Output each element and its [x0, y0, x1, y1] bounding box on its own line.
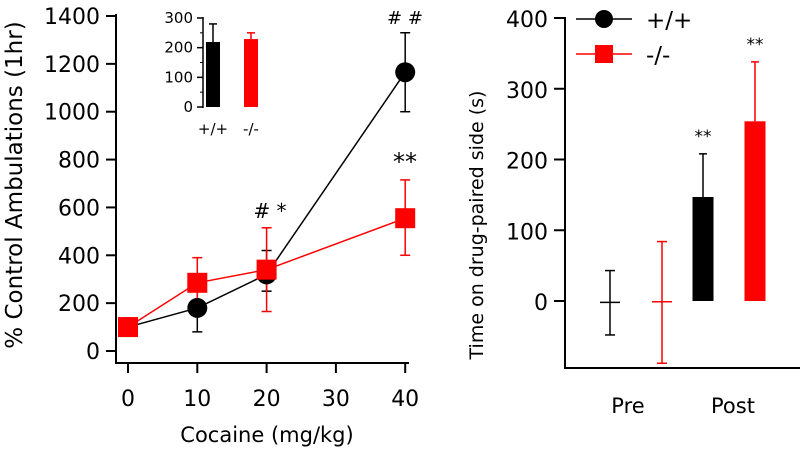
x-tick-label: 10	[183, 387, 211, 412]
y-tick-label: 0	[86, 340, 100, 365]
inset-y-tick-label: 0	[183, 98, 193, 116]
place-preference-chart: 0 100 200 300 400 ** ** Pre Post +/+ -/-	[506, 8, 800, 418]
y-tick-label: 1000	[44, 101, 100, 126]
inset-y-tick-label: 300	[164, 9, 193, 27]
y-tick-label: 800	[58, 149, 100, 174]
data-point-ko	[256, 259, 277, 280]
y-tick-label: 600	[58, 196, 100, 221]
legend-label: -/-	[646, 43, 670, 69]
category-label-post: Post	[711, 394, 755, 418]
left-x-axis-label: Cocaine (mg/kg)	[180, 423, 353, 447]
left-y-axis-label: % Control Ambulations (1hr)	[2, 21, 28, 348]
inset-category-label: -/-	[243, 120, 259, 138]
significance-annotation: # *	[253, 199, 286, 223]
legend-marker-circle	[595, 10, 613, 28]
inset-y-tick-label: 100	[164, 68, 193, 86]
data-point-ko	[118, 317, 138, 338]
post-bar-ko	[744, 121, 766, 301]
legend-label: +/+	[646, 8, 692, 34]
y-tick-label: 1400	[44, 5, 100, 30]
data-point-ko	[395, 208, 416, 229]
y-tick-label: 0	[534, 291, 548, 316]
right-y-axis-label: Time on drug-paired side (s)	[466, 91, 488, 361]
y-tick-label: 200	[58, 292, 100, 317]
x-tick-label: 30	[322, 387, 350, 412]
y-tick-label: 300	[506, 79, 548, 104]
significance-annotation: **	[695, 127, 712, 147]
y-tick-label: 100	[506, 220, 548, 245]
post-bar-wt	[692, 196, 714, 301]
y-tick-label: 400	[58, 244, 100, 269]
data-point-wt	[395, 62, 416, 83]
inset-bar	[244, 39, 258, 107]
significance-annotation: # #	[387, 8, 423, 29]
y-tick-label: 1200	[44, 53, 100, 78]
legend-marker-square	[595, 45, 613, 63]
data-point-ko	[187, 272, 208, 293]
x-tick-label: 20	[253, 387, 281, 412]
category-label-pre: Pre	[611, 394, 644, 418]
x-tick-label: 0	[121, 387, 135, 412]
inset-category-label: +/+	[198, 120, 228, 138]
y-tick-label: 400	[506, 8, 548, 33]
data-point-wt	[187, 297, 208, 318]
x-tick-label: 40	[391, 387, 419, 412]
inset-y-tick-label: 200	[164, 39, 193, 57]
significance-annotation: **	[393, 148, 417, 176]
series-line-ko	[127, 217, 406, 328]
y-tick-label: 200	[506, 150, 548, 175]
series-line-wt	[127, 71, 406, 328]
inset-bar	[206, 42, 220, 107]
significance-annotation: **	[747, 35, 764, 55]
